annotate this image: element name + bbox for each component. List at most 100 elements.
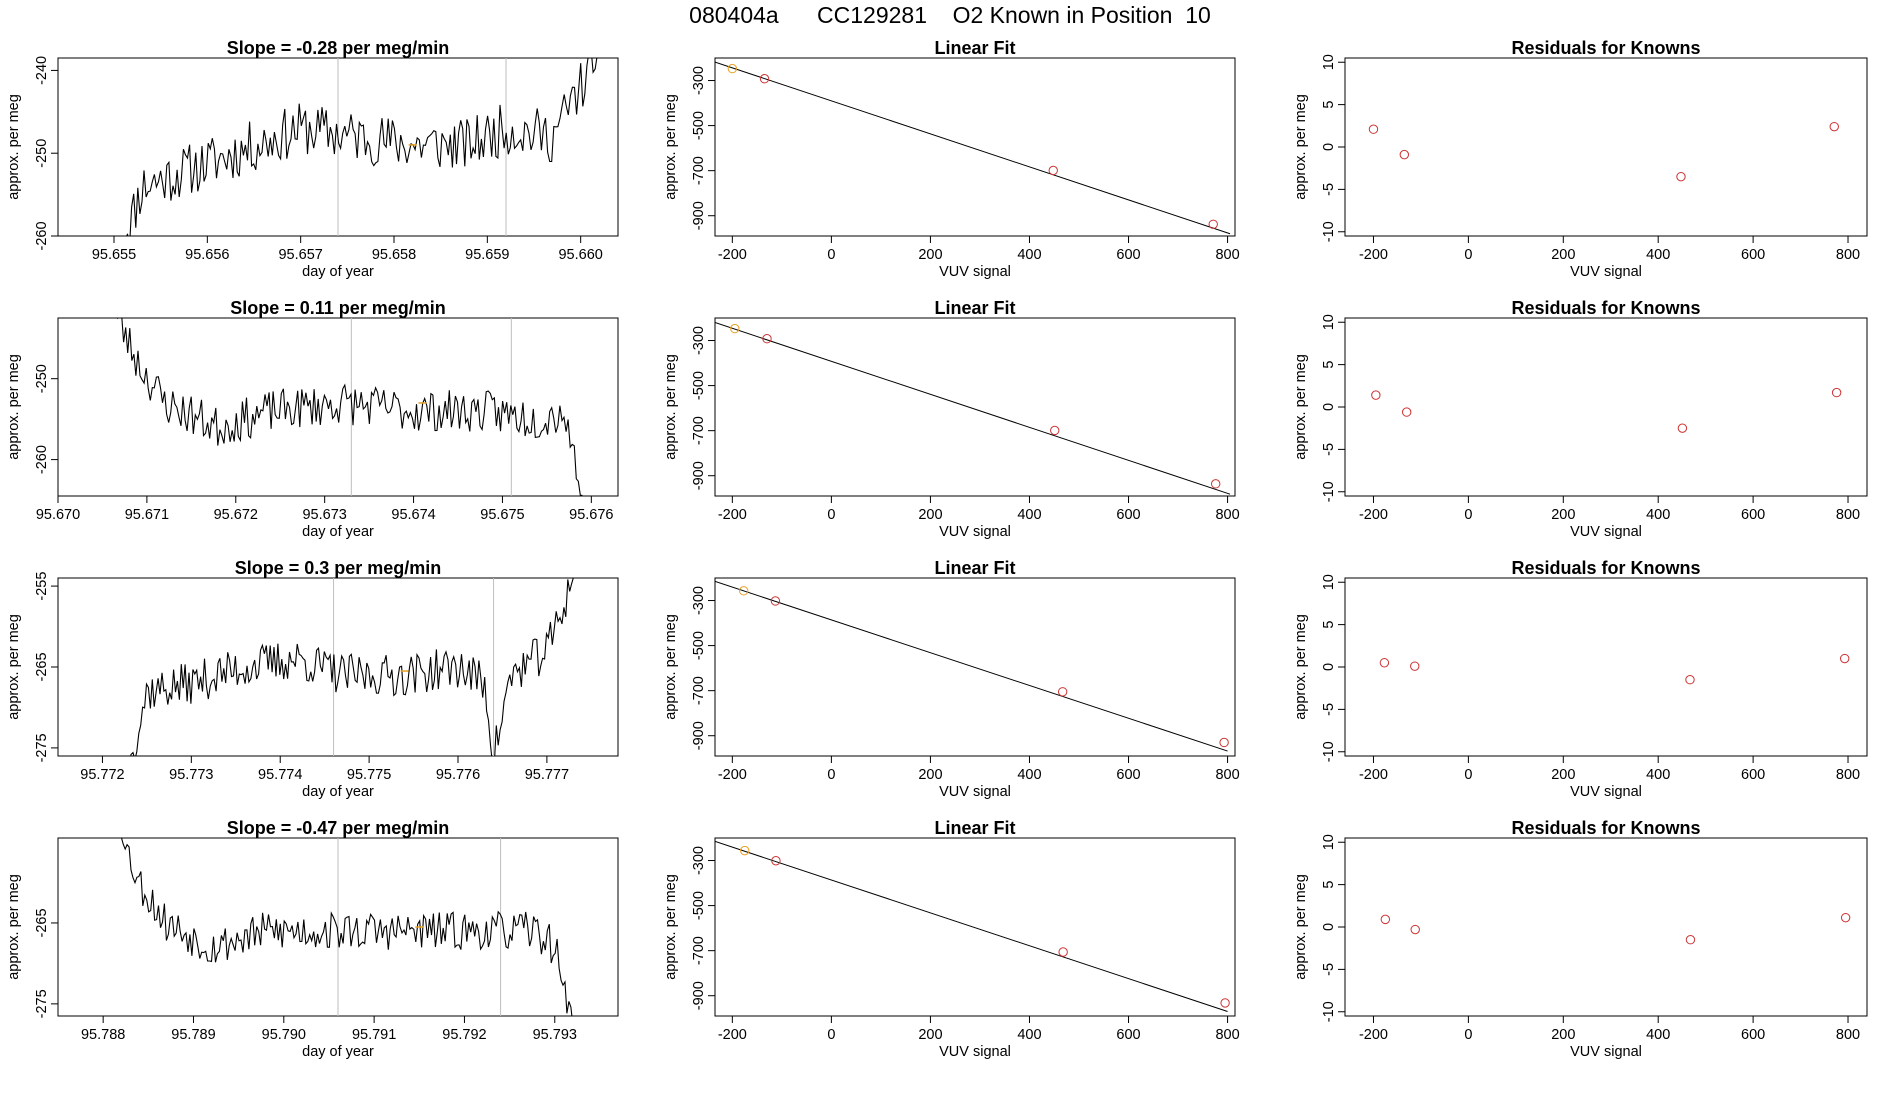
x-tick-label: 600 bbox=[1741, 247, 1765, 263]
plot-area bbox=[1371, 387, 1842, 433]
data-point bbox=[1219, 737, 1229, 748]
panel-r4-c1: Slope = -0.47 per meg/min day of year appr… bbox=[6, 818, 619, 1060]
x-axis-label: day of year bbox=[302, 784, 374, 800]
x-tick-label: 0 bbox=[1464, 247, 1472, 263]
plot-area bbox=[116, 318, 583, 496]
x-tick-label: 400 bbox=[1646, 767, 1670, 783]
x-tick-label: 0 bbox=[1464, 507, 1472, 523]
y-tick-label: -10 bbox=[1321, 481, 1337, 502]
x-tick-label: 95.773 bbox=[169, 767, 213, 783]
x-tick-label: -200 bbox=[718, 767, 747, 783]
y-tick-label: -5 bbox=[1321, 183, 1337, 196]
x-tick-label: 95.655 bbox=[92, 247, 136, 263]
reference-point bbox=[727, 63, 738, 74]
x-tick-label: 95.777 bbox=[525, 767, 569, 783]
data-point bbox=[759, 74, 770, 84]
x-tick-label: 0 bbox=[827, 1027, 835, 1043]
y-tick-label: 5 bbox=[1321, 101, 1337, 109]
panel-r2-c1: Slope = 0.11 per meg/min day of year appro… bbox=[6, 298, 619, 540]
x-tick-label: 600 bbox=[1741, 767, 1765, 783]
panel-title: Linear Fit bbox=[934, 38, 1015, 58]
x-tick-label: 800 bbox=[1215, 247, 1239, 263]
x-tick-label: -200 bbox=[1359, 767, 1388, 783]
x-tick-label: 95.790 bbox=[262, 1027, 306, 1043]
data-point bbox=[1058, 947, 1068, 957]
y-tick-label: -300 bbox=[691, 846, 707, 875]
x-tick-label: -200 bbox=[718, 507, 747, 523]
y-axis-label: approx. per meg bbox=[6, 354, 22, 460]
y-tick-label: 10 bbox=[1321, 574, 1337, 590]
y-tick-label: -900 bbox=[691, 201, 707, 230]
y-axis-label: approx. per meg bbox=[6, 874, 22, 980]
x-axis-label: VUV signal bbox=[939, 1044, 1011, 1060]
x-axis-label: VUV signal bbox=[1570, 1044, 1642, 1060]
x-axis-label: day of year bbox=[302, 524, 374, 540]
panel-r1-c2: Linear Fit VUV signal approx. per meg -200 0… bbox=[663, 38, 1240, 280]
fit-line bbox=[715, 322, 1231, 495]
panel-r2-c3: Residuals for Knowns VUV signal approx. pe… bbox=[1293, 298, 1868, 540]
y-tick-label: -260 bbox=[34, 221, 50, 250]
y-tick-label: 5 bbox=[1321, 881, 1337, 889]
data-point bbox=[1048, 165, 1058, 176]
y-axis-label: approx. per meg bbox=[6, 94, 22, 200]
reference-point bbox=[730, 323, 740, 334]
y-tick-label: -5 bbox=[1321, 963, 1337, 976]
plot-area bbox=[126, 58, 598, 236]
y-tick-label: -250 bbox=[34, 364, 50, 393]
x-tick-label: 0 bbox=[827, 507, 835, 523]
plot-frame bbox=[57, 577, 619, 757]
x-axis-label: VUV signal bbox=[939, 524, 1011, 540]
plot-frame bbox=[57, 317, 619, 497]
y-tick-label: -10 bbox=[1321, 1001, 1337, 1022]
y-tick-label: -500 bbox=[691, 891, 707, 920]
x-tick-label: 600 bbox=[1116, 247, 1140, 263]
y-tick-label: -265 bbox=[34, 908, 50, 937]
x-tick-label: 95.792 bbox=[442, 1027, 486, 1043]
y-axis-label: approx. per meg bbox=[663, 94, 679, 200]
data-point bbox=[1210, 479, 1221, 489]
y-axis-label: approx. per meg bbox=[1293, 614, 1309, 720]
reference-point bbox=[740, 845, 750, 856]
x-tick-label: 400 bbox=[1017, 1027, 1041, 1043]
x-tick-label: 95.659 bbox=[465, 247, 509, 263]
x-axis-label: VUV signal bbox=[939, 264, 1011, 280]
page-title: 080404a CC129281 O2 Known in Position 10 bbox=[689, 2, 1211, 28]
x-tick-label: 95.776 bbox=[436, 767, 480, 783]
x-tick-label: 95.774 bbox=[258, 767, 302, 783]
plot-frame bbox=[714, 577, 1236, 757]
y-tick-label: -10 bbox=[1321, 741, 1337, 762]
data-point bbox=[1220, 998, 1230, 1008]
x-tick-label: 95.658 bbox=[372, 247, 416, 263]
y-tick-label: 10 bbox=[1321, 834, 1337, 850]
y-tick-label: -260 bbox=[34, 445, 50, 474]
x-tick-label: 0 bbox=[827, 767, 835, 783]
panel-r3-c1: Slope = 0.3 per meg/min day of year approx… bbox=[6, 558, 619, 800]
panel-r3-c3: Residuals for Knowns VUV signal approx. pe… bbox=[1293, 558, 1868, 800]
panel-r2-c2: Linear Fit VUV signal approx. per meg -200 0… bbox=[663, 298, 1240, 540]
y-axis-label: approx. per meg bbox=[1293, 94, 1309, 200]
y-tick-label: -500 bbox=[691, 371, 707, 400]
panel-title: Residuals for Knowns bbox=[1511, 298, 1700, 318]
x-tick-label: 800 bbox=[1215, 767, 1239, 783]
y-tick-label: -700 bbox=[691, 156, 707, 185]
x-tick-label: -200 bbox=[718, 1027, 747, 1043]
x-tick-label: 95.676 bbox=[569, 507, 613, 523]
x-tick-label: 200 bbox=[918, 1027, 942, 1043]
y-tick-label: -275 bbox=[34, 989, 50, 1018]
y-tick-label: -10 bbox=[1321, 221, 1337, 242]
plot-area bbox=[1379, 653, 1850, 685]
data-point bbox=[771, 856, 781, 866]
panel-title: Linear Fit bbox=[934, 558, 1015, 578]
x-tick-label: 95.788 bbox=[81, 1027, 125, 1043]
panel-title: Slope = 0.11 per meg/min bbox=[230, 298, 446, 318]
x-tick-label: 95.673 bbox=[302, 507, 346, 523]
x-tick-label: 95.793 bbox=[533, 1027, 577, 1043]
y-axis-label: approx. per meg bbox=[663, 354, 679, 460]
x-tick-label: 600 bbox=[1116, 1027, 1140, 1043]
x-tick-label: -200 bbox=[1359, 1027, 1388, 1043]
plot-frame bbox=[1344, 317, 1868, 497]
x-tick-label: 400 bbox=[1017, 507, 1041, 523]
x-tick-label: -200 bbox=[1359, 247, 1388, 263]
x-axis-label: VUV signal bbox=[1570, 524, 1642, 540]
x-tick-label: 200 bbox=[1551, 1027, 1575, 1043]
